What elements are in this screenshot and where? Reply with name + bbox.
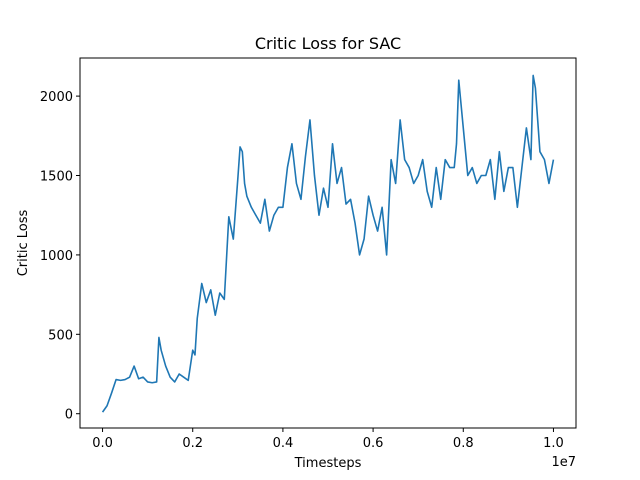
x-tick-label: 0.8 (453, 436, 474, 451)
y-tick-label: 0 (65, 408, 73, 423)
x-axis-label: Timesteps (294, 456, 362, 471)
x-tick-label: 0.6 (363, 436, 384, 451)
y-tick-label: 1500 (40, 170, 73, 185)
y-tick-label: 1000 (40, 249, 73, 264)
series-line-0 (101, 74, 555, 413)
y-axis: 0 500 1000 1500 2000 (40, 90, 80, 423)
y-tick-label: 500 (48, 328, 73, 343)
plot-area (101, 74, 555, 413)
x-tick-label: 0.2 (182, 436, 203, 451)
chart-title: Critic Loss for SAC (255, 34, 401, 53)
x-tick-label: 1.0 (543, 436, 564, 451)
y-axis-label: Critic Loss (16, 210, 31, 277)
plot-frame (79, 57, 577, 429)
y-tick-label: 2000 (40, 90, 73, 105)
x-axis-offset-text: 1e7 (551, 455, 576, 470)
x-axis: 0.0 0.2 0.4 0.6 0.8 1.0 (92, 428, 564, 451)
x-tick-label: 0.4 (273, 436, 294, 451)
x-tick-label: 0.0 (92, 436, 113, 451)
